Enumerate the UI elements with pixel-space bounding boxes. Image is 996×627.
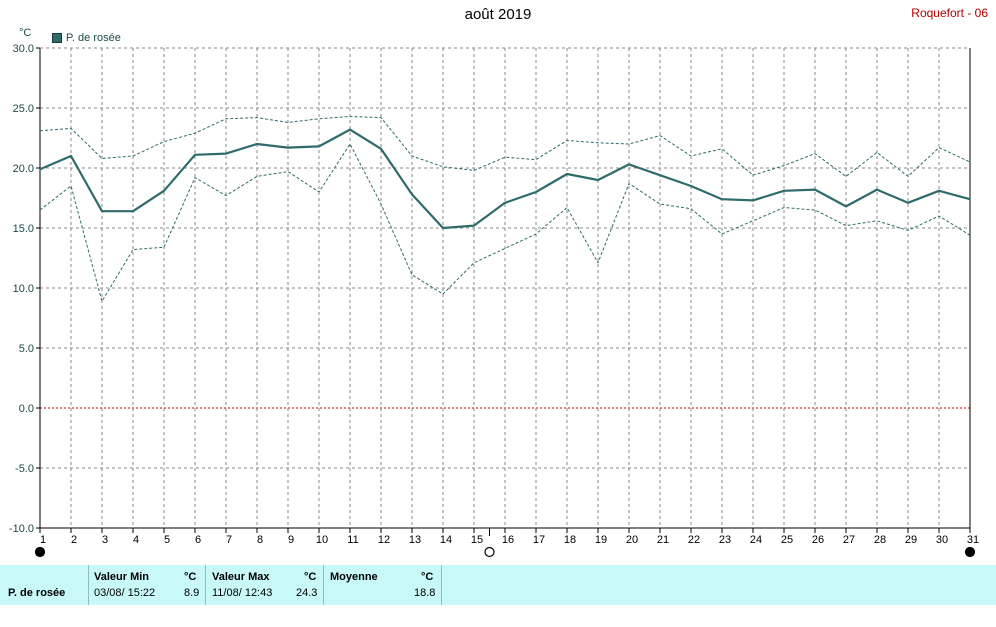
x-tick-label: 4 [133, 534, 139, 546]
stats-panel: P. de rosée Valeur Min °C 03/08/ 15:22 8… [0, 565, 996, 605]
station-label: Roquefort - 06 [911, 6, 988, 20]
series-line-min [39, 143, 971, 302]
stats-max-unit: °C [304, 571, 317, 583]
x-tick-label: 10 [316, 534, 328, 546]
x-tick-label: 30 [936, 534, 948, 546]
legend-label: P. de rosée [66, 32, 121, 44]
stats-max-date: 11/08/ 12:43 [212, 587, 273, 599]
x-tick-label: 13 [409, 534, 421, 546]
x-tick-label: 31 [967, 534, 979, 546]
y-tick-label: 25.0 [13, 103, 34, 115]
x-tick-label: 20 [626, 534, 638, 546]
y-tick-label: 0.0 [19, 403, 34, 415]
x-tick-label: 22 [688, 534, 700, 546]
x-tick-label: 18 [564, 534, 576, 546]
x-tick-label: 17 [533, 534, 545, 546]
dewpoint-chart: 30.025.020.015.010.05.00.0-5.0-10.01 2 3 4 5… [9, 43, 979, 558]
x-tick-label: 9 [288, 534, 294, 546]
x-tick-label: 21 [657, 534, 669, 546]
x-tick-label: 1 [40, 534, 46, 546]
stats-min-date: 03/08/ 15:22 [94, 587, 156, 599]
stats-divider [441, 565, 442, 605]
x-tick-label: 14 [440, 534, 452, 546]
y-tick-label: 15.0 [13, 223, 34, 235]
stats-divider [205, 565, 206, 605]
x-tick-label: 25 [781, 534, 793, 546]
y-tick-label: -10.0 [9, 523, 34, 535]
chart-title: août 2019 [464, 6, 532, 23]
stats-max-value: 24.3 [296, 587, 318, 599]
x-tick-label: 27 [843, 534, 855, 546]
x-tick-label: 3 [102, 534, 108, 546]
legend-swatch [52, 33, 62, 43]
x-tick-label: 28 [874, 534, 886, 546]
stats-divider [88, 565, 89, 605]
x-tick-label: 12 [378, 534, 390, 546]
stats-min-label: Valeur Min [94, 571, 150, 583]
stats-divider [323, 565, 324, 605]
y-tick-label: 20.0 [13, 163, 34, 175]
legend: P. de rosée [52, 32, 121, 44]
x-tick-label: 8 [257, 534, 263, 546]
stats-row-label: P. de rosée [8, 587, 66, 599]
x-tick-label: 7 [226, 534, 232, 546]
series-line-mean [39, 128, 971, 230]
x-tick-label: 5 [164, 534, 170, 546]
x-tick-label: 15 [471, 534, 483, 546]
y-tick-label: 5.0 [19, 343, 34, 355]
new-moon-icon [34, 546, 46, 558]
x-tick-label: 6 [195, 534, 201, 546]
full-moon-icon [484, 546, 495, 558]
series-line-max [39, 115, 971, 177]
x-tick-label: 2 [71, 534, 77, 546]
stats-mean-label: Moyenne [330, 571, 378, 583]
x-tick-label: 19 [595, 534, 607, 546]
stats-min-unit: °C [184, 571, 197, 583]
stats-mean-value: 18.8 [414, 587, 436, 599]
x-tick-label: 11 [347, 534, 358, 546]
x-tick-label: 26 [812, 534, 824, 546]
stats-max-label: Valeur Max [212, 571, 270, 583]
stats-mean-unit: °C [421, 571, 434, 583]
y-tick-label: 10.0 [13, 283, 34, 295]
y-tick-label: -5.0 [15, 463, 34, 475]
stats-min-value: 8.9 [184, 587, 200, 599]
x-tick-label: 24 [750, 534, 762, 546]
new-moon-icon [964, 546, 976, 558]
x-tick-label: 23 [719, 534, 731, 546]
x-tick-label: 16 [502, 534, 514, 546]
y-axis-unit: °C [19, 27, 32, 39]
x-tick-label: 29 [905, 534, 917, 546]
y-tick-label: 30.0 [13, 43, 34, 55]
